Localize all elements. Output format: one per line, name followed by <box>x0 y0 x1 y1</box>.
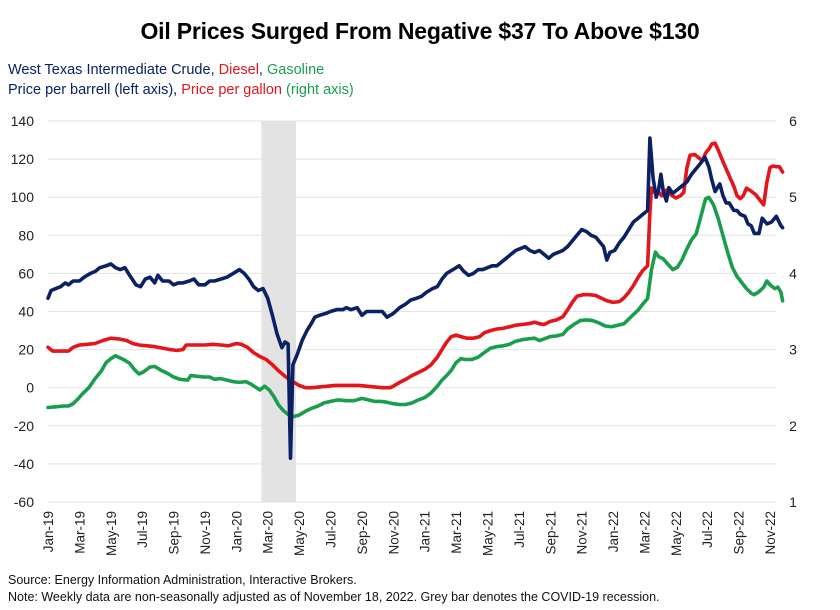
y-left-tick-label: 20 <box>18 342 34 358</box>
subtitle1-part-wti: West Texas Intermediate Crude <box>8 62 211 78</box>
series-line-diesel <box>46 141 785 390</box>
x-tick-label: Jul-19 <box>135 511 150 548</box>
x-tick-label: May-21 <box>480 511 495 556</box>
x-axis: Jan-19 Mar-19 May-19 Jul-19 Sep-19 Nov-19 Jan-… <box>41 511 778 556</box>
x-tick-label: Mar-20 <box>261 511 276 554</box>
y-left-tick-label: -60 <box>14 494 34 510</box>
y-left-tick-label: 120 <box>11 151 35 167</box>
chart-subtitle-series: West Texas Intermediate Crude, Diesel, G… <box>8 62 324 78</box>
x-tick-label: Sep-20 <box>355 511 370 555</box>
x-tick-label: Sep-21 <box>543 511 558 555</box>
gridlines <box>48 120 776 503</box>
subtitle1-part-diesel: Diesel <box>218 62 259 78</box>
x-tick-label: Mar-22 <box>637 511 652 554</box>
series-line-wti <box>46 136 785 460</box>
x-tick-label: Nov-21 <box>575 511 590 555</box>
y-left-tick-label: 40 <box>18 304 34 320</box>
y-right-tick-label: 5 <box>789 189 797 205</box>
subtitle1-part-wti: , <box>258 62 267 78</box>
subtitle1-part-wti: , <box>210 62 219 78</box>
y-left-tick-label: -20 <box>14 418 34 434</box>
right-y-axis: 1 2 3 4 5 6 <box>789 113 797 510</box>
x-tick-label: Jul-20 <box>324 511 339 548</box>
source-note: Source: Energy Information Administratio… <box>8 573 357 587</box>
subtitle1-part-gasoline: Gasoline <box>266 62 325 78</box>
y-left-tick-label: -40 <box>14 456 34 472</box>
y-right-tick-label: 4 <box>789 265 797 281</box>
subtitle2-part-wti: Price per barrell (left axis), <box>8 82 182 98</box>
x-tick-label: May-22 <box>669 511 684 556</box>
x-tick-label: Jan-19 <box>41 511 56 552</box>
x-tick-label: Mar-21 <box>449 511 464 554</box>
x-tick-label: May-20 <box>292 511 307 556</box>
x-tick-label: Jul-21 <box>512 511 527 548</box>
y-left-tick-label: 100 <box>11 189 35 205</box>
x-tick-label: Nov-22 <box>763 511 778 555</box>
y-left-tick-label: 0 <box>26 380 34 396</box>
y-left-tick-label: 80 <box>18 227 34 243</box>
y-right-tick-label: 1 <box>789 494 797 510</box>
subtitle2-part-gasoline: (right axis) <box>286 82 354 98</box>
x-tick-label: Nov-20 <box>386 511 401 555</box>
chart-subtitle-units: Price per barrell (left axis), Price per… <box>8 82 354 98</box>
y-right-tick-label: 2 <box>789 418 797 434</box>
x-tick-label: Sep-22 <box>732 511 747 555</box>
y-left-tick-label: 60 <box>18 265 34 281</box>
chart-title: Oil Prices Surged From Negative $37 To A… <box>140 18 700 44</box>
y-left-tick-label: 140 <box>11 113 35 129</box>
y-right-tick-label: 3 <box>789 342 797 358</box>
footnote: Note: Weekly data are non-seasonally adj… <box>8 590 660 604</box>
x-tick-label: Jul-22 <box>700 511 715 548</box>
x-tick-label: Nov-19 <box>198 511 213 555</box>
x-tick-label: Jan-20 <box>229 511 244 552</box>
series-lines <box>46 136 785 460</box>
x-tick-label: Jan-22 <box>606 511 621 552</box>
x-tick-label: Jan-21 <box>418 511 433 552</box>
subtitle2-part-diesel: Price per gallon <box>181 82 287 98</box>
x-tick-label: Sep-19 <box>167 511 182 555</box>
left-y-axis: -60 -40 -20 0 20 40 60 80 100 120 140 <box>11 113 35 510</box>
series-line-gasoline <box>46 195 785 419</box>
x-tick-label: Mar-19 <box>72 511 87 554</box>
x-tick-label: May-19 <box>104 511 119 556</box>
y-right-tick-label: 6 <box>789 113 797 129</box>
